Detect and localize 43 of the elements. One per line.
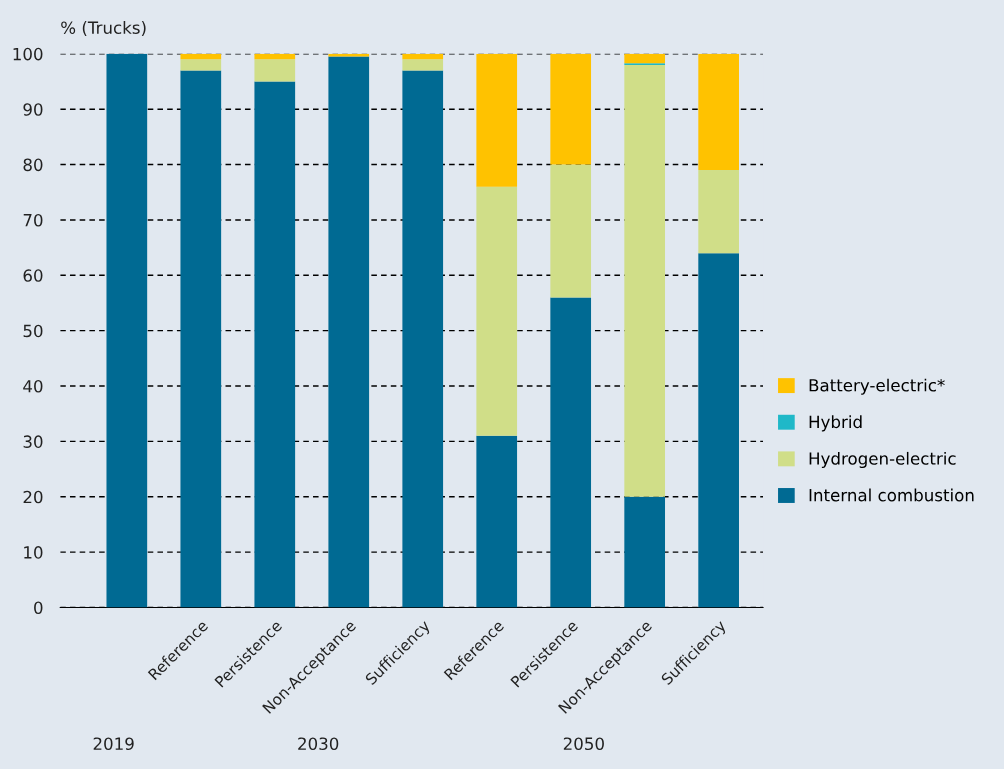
bar [402, 59, 444, 71]
bar [476, 435, 518, 608]
bar [254, 81, 296, 608]
bar [180, 53, 222, 60]
legend-label: Battery-electric* [809, 378, 945, 395]
y-tick-label: 90 [23, 103, 43, 116]
y-tick-label: 10 [24, 546, 43, 559]
bar [476, 53, 518, 187]
y-tick-label: 80 [23, 158, 43, 172]
bar [106, 53, 148, 608]
y-tick-label: 0 [34, 601, 43, 615]
bar [624, 496, 666, 608]
y-tick-label: 30 [23, 435, 43, 448]
bar [550, 297, 592, 608]
bar [180, 70, 222, 608]
text: 2030 [298, 737, 339, 751]
legend-label: Internal combustion [809, 488, 974, 502]
y-tick-label: 50 [23, 324, 43, 338]
bar [698, 170, 739, 254]
bar [624, 64, 666, 497]
bar [550, 164, 592, 298]
y-axis-title: % (Trucks) [61, 21, 146, 36]
y-tick-label: 20 [23, 490, 43, 504]
bar [328, 53, 370, 57]
bar [402, 70, 444, 608]
bar [698, 253, 739, 608]
y-tick-label: 60 [23, 269, 43, 282]
text: 2019 [93, 737, 134, 751]
bar [328, 56, 370, 608]
bar [254, 59, 296, 82]
bar [476, 186, 518, 436]
legend-label: Hydrogen-electric [809, 451, 956, 469]
bar [550, 53, 592, 165]
bar [624, 53, 666, 64]
text: 2050 [563, 737, 604, 751]
bar [254, 53, 296, 60]
y-tick-label: 40 [23, 380, 43, 393]
legend-label: Hybrid [809, 415, 862, 432]
y-tick-label: 100 [13, 47, 43, 61]
bar [402, 53, 444, 60]
y-tick-label: 70 [23, 213, 43, 227]
bar [698, 53, 739, 171]
bar [180, 59, 222, 71]
